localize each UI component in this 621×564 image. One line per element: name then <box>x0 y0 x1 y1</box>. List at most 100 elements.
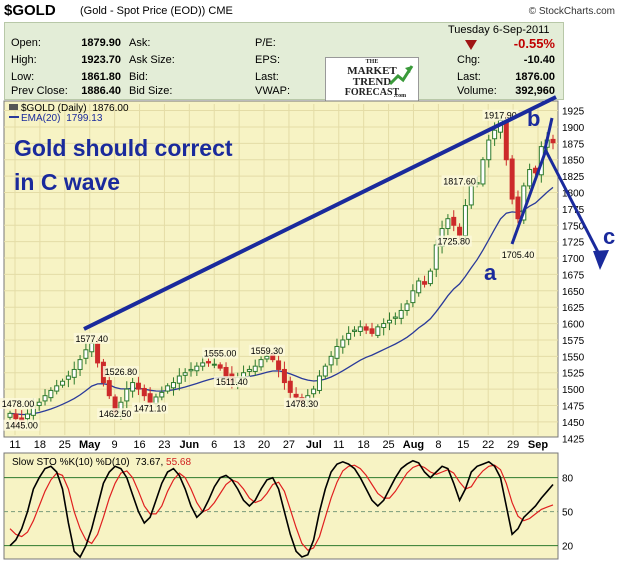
candlestick <box>36 398 42 411</box>
candle-body <box>316 375 322 391</box>
upper-trendline <box>83 95 557 331</box>
candle-body <box>206 361 212 364</box>
candle-body <box>252 365 258 372</box>
candlestick <box>439 220 445 254</box>
price-tick-label: 1650 <box>562 287 585 298</box>
candlestick <box>544 132 550 155</box>
low-value: 1861.80 <box>81 71 121 83</box>
candle-body <box>95 343 101 364</box>
price-label-background <box>3 419 40 431</box>
candle-body <box>7 412 13 418</box>
candle-body <box>25 413 31 420</box>
candle-body <box>550 138 556 144</box>
candle-body <box>141 387 147 397</box>
candle-body <box>270 353 276 361</box>
price-tick-label: 1775 <box>562 205 585 216</box>
symbol-title: $GOLD <box>4 2 56 19</box>
price-tick-label: 1450 <box>562 418 585 429</box>
candle-body <box>451 216 457 226</box>
price-label-text: 1555.00 <box>204 349 237 359</box>
candlestick <box>422 275 428 288</box>
candle-body <box>492 129 498 140</box>
date-tick-label: 11 <box>333 439 344 451</box>
price-label-text: 1817.60 <box>443 176 476 186</box>
candle-body <box>176 375 182 384</box>
candle-body <box>305 395 311 401</box>
candlestick <box>334 338 340 366</box>
candlestick <box>387 312 393 331</box>
candlestick <box>25 409 31 426</box>
price-label: 1462.50 <box>97 408 134 420</box>
candle-body <box>246 368 252 372</box>
candlestick <box>252 359 258 377</box>
ema-legend-label: EMA(20) 1799.13 <box>21 113 103 124</box>
candle-body <box>497 119 503 133</box>
symbol-description: (Gold - Spot Price (EOD)) CME <box>80 5 233 17</box>
high-value: 1923.70 <box>81 54 121 66</box>
candle-body <box>83 349 89 359</box>
candle-body <box>439 228 445 247</box>
candlestick <box>124 381 130 409</box>
wave-annotations: Gold should correct in C wave a b c <box>14 95 615 331</box>
price-tick-label: 1575 <box>562 336 585 347</box>
price-label-text: 1917.90 <box>484 111 517 121</box>
price-label-background <box>283 397 320 409</box>
candle-body <box>77 359 83 370</box>
candle-body <box>36 401 42 407</box>
candle-body <box>188 368 194 372</box>
candlestick <box>398 303 404 325</box>
candlestick <box>375 324 381 338</box>
candle-body <box>229 373 235 382</box>
candlestick <box>503 113 509 166</box>
candle-body <box>503 120 509 161</box>
price-tick-label: 1600 <box>562 320 585 331</box>
candlestick <box>468 182 474 209</box>
candle-body <box>60 380 66 386</box>
legend: $GOLD (Daily) 1876.00 EMA(20) 1799.13 <box>9 103 129 124</box>
price-label: 1445.00 <box>3 419 40 431</box>
price-label-background <box>213 376 250 388</box>
candlestick <box>141 384 147 401</box>
candle-body <box>433 244 439 270</box>
price-label: 1725.80 <box>435 235 472 247</box>
last-value: 1876.00 <box>515 71 555 83</box>
candle-body <box>281 368 287 384</box>
price-label-text: 1577.40 <box>75 334 108 344</box>
date-tick-label: Aug <box>403 439 424 451</box>
price-tick-label: 1700 <box>562 254 585 265</box>
candle-body <box>89 342 95 353</box>
logo-line-4: FORECAST <box>344 87 400 98</box>
date-tick-label: 18 <box>358 439 370 451</box>
candle-body <box>416 280 422 294</box>
candle-body <box>509 158 515 200</box>
price-label: 1559.30 <box>248 344 285 356</box>
candlestick <box>381 318 387 336</box>
wave-b-down-stroke <box>543 117 554 150</box>
candlestick <box>235 372 241 390</box>
price-annotations: 1478.00 1445.00 1577.40 1526.80 1462.501471.… <box>0 109 536 431</box>
price-tick-label: 1800 <box>562 188 585 199</box>
price-label-background <box>248 344 285 356</box>
candlestick <box>509 155 515 205</box>
candle-body <box>287 380 293 393</box>
pe-label: P/E: <box>255 37 276 49</box>
price-label: 1705.40 <box>499 248 536 260</box>
candlestick <box>77 355 83 377</box>
price-label: 1817.60 <box>441 175 478 187</box>
price-panel-background <box>3 100 559 438</box>
date-axis: 11 18 25 May 9 16 23 Jun 6 13 20 27 Jul 11 18 25 Aug 8 15 2… <box>9 439 548 451</box>
candle-body <box>422 281 428 285</box>
date-tick-label: Jul <box>306 439 322 451</box>
candlestick <box>100 358 106 387</box>
candle-body <box>118 401 124 413</box>
price-label-text: 1462.50 <box>99 409 132 419</box>
candle-body <box>392 316 398 319</box>
candle-body <box>130 382 136 392</box>
candle-body <box>170 382 176 389</box>
wave-b-label: b <box>527 106 540 131</box>
stochastic-tick-label: 80 <box>562 474 574 485</box>
candle-body <box>293 393 299 398</box>
stockcharts-credit[interactable]: © StockCharts.com <box>528 6 615 17</box>
price-tick-label: 1525 <box>562 369 585 380</box>
date-tick-label: 6 <box>211 439 217 451</box>
